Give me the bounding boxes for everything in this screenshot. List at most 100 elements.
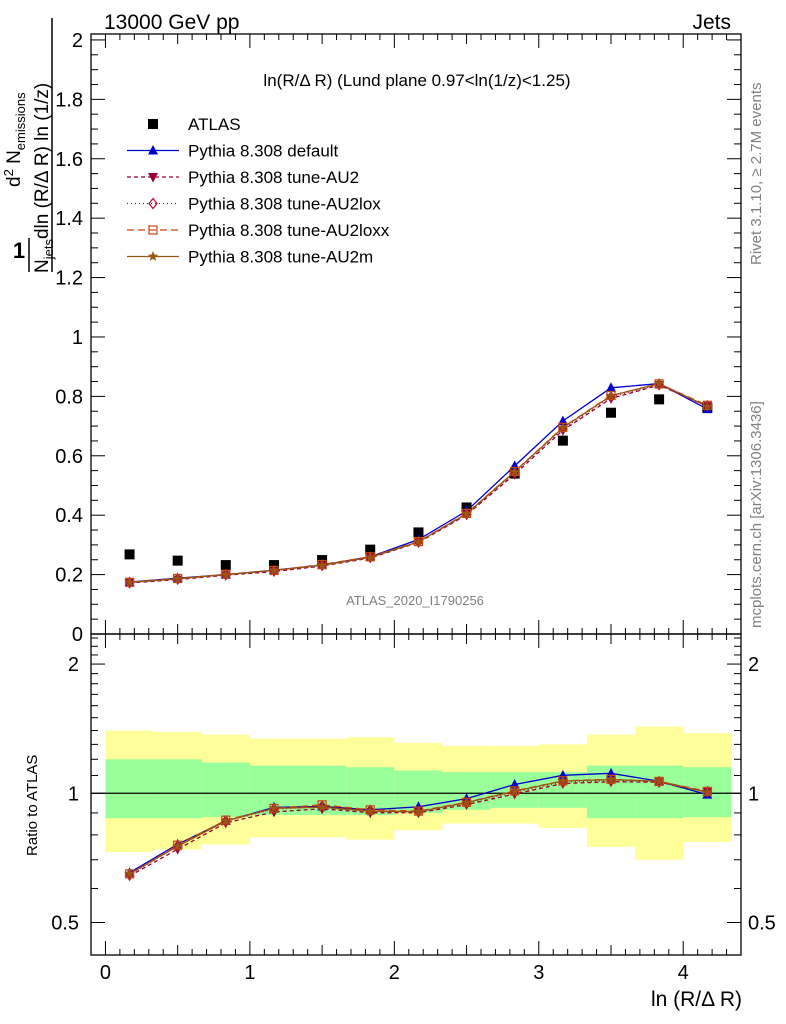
- atlas-point: [124, 549, 135, 560]
- mcplots-credit-label: mcplots.cern.ch [arXiv:1306.3436]: [748, 401, 765, 628]
- plot-title: ln(R/Δ R) (Lund plane 0.97<ln(1/z)<1.25): [263, 71, 570, 90]
- pythia-8-308-tune-au2lox-line: [129, 383, 708, 584]
- upper-y-axis-label: 1 Njetsdln (R/Δ R) ln (1/z) d2 Nemission…: [1, 18, 56, 273]
- ratio-y-tick-label-right: 0.5: [748, 912, 776, 934]
- analysis-watermark: ATLAS_2020_I1790256: [346, 593, 484, 608]
- lower-y-axis-label: Ratio to ATLAS: [24, 755, 41, 856]
- svg-text:1: 1: [13, 238, 25, 263]
- pythia-8-308-tune-au2m-ratio-point: [124, 868, 135, 879]
- stat-band: [635, 765, 684, 819]
- x-tick-label: 2: [389, 962, 400, 984]
- pythia-8-308-tune-au2lox-point: [317, 559, 327, 572]
- y-tick-label: 1.8: [55, 89, 83, 111]
- stat-band: [201, 762, 250, 818]
- pythia-8-308-tune-au2m-point: [124, 576, 135, 587]
- legend-label-pythia-8-308-tune-au2loxx: Pythia 8.308 tune-AU2loxx: [188, 221, 390, 240]
- y-tick-label: 0.2: [55, 565, 83, 587]
- ratio-y-tick-label-right: 2: [748, 654, 759, 676]
- y-tick-label: 0.6: [55, 446, 83, 468]
- ratio-panel: 0 1 2 3 4 0.5 0.5 1 1 2 2: [51, 633, 776, 984]
- pythia-8-308-tune-au2m-ratio-point: [413, 806, 424, 817]
- atlas-point: [606, 407, 616, 418]
- pythia-8-308-tune-au2m-point: [413, 536, 424, 547]
- legend-label-pythia-8-308-default: Pythia 8.308 default: [188, 142, 339, 161]
- pythia-8-308-tune-au2m-ratio-point: [220, 815, 231, 826]
- ratio-y-tick-label-left: 1: [68, 783, 79, 805]
- y-tick-label: 0.4: [55, 505, 83, 527]
- legend-label-atlas: ATLAS: [188, 115, 241, 134]
- y-tick-label: 1.2: [55, 268, 83, 290]
- legend-marker-pythia-8-308-tune-au2loxx: [148, 225, 158, 235]
- pythia-8-308-tune-au2m-ratio-point: [172, 840, 183, 851]
- pythia-8-308-tune-au2m-ratio-point: [268, 802, 280, 813]
- pythia-8-308-tune-au2m-point: [653, 378, 665, 389]
- rivet-version-label: Rivet 3.1.10, ≥ 2.7M events: [748, 83, 765, 266]
- atlas-point: [220, 560, 231, 571]
- pythia-8-308-tune-au2m-line: [129, 382, 708, 583]
- pythia-8-308-default-point: [606, 382, 616, 392]
- y-tick-label: 1: [72, 327, 83, 349]
- atlas-point: [413, 527, 424, 538]
- y-tick-label: 1.4: [55, 208, 83, 230]
- ratio-y-tick-label-left: 0.5: [51, 912, 79, 934]
- pythia-8-308-tune-au2m-ratio-point: [605, 774, 617, 785]
- pythia-8-308-tune-au2m-point: [316, 559, 328, 570]
- x-tick-label: 0: [100, 962, 111, 984]
- legend-label-pythia-8-308-tune-au2: Pythia 8.308 tune-AU2: [188, 168, 359, 187]
- pythia-8-308-default-ratio-point: [509, 779, 520, 789]
- lower-frame: [90, 633, 742, 956]
- pythia-8-308-default-line: [129, 382, 708, 583]
- pythia-8-308-tune-au2-line: [129, 384, 708, 584]
- header-energy: 13000 GeV pp: [104, 11, 239, 34]
- legend: ATLAS Pythia 8.308 default Pythia 8.308 tu…: [127, 115, 390, 267]
- y-tick-label: 0: [72, 624, 83, 646]
- pythia-8-308-tune-au2m-point: [220, 569, 231, 579]
- pythia-8-308-default-point: [557, 415, 568, 426]
- pythia-8-308-tune-au2lox-ratio-point: [702, 785, 713, 798]
- legend-marker-pythia-8-308-tune-au2m: [147, 251, 159, 261]
- legend-label-pythia-8-308-tune-au2lox: Pythia 8.308 tune-AU2lox: [188, 195, 381, 214]
- y-tick-label: 1.6: [55, 149, 83, 171]
- pythia-8-308-tune-au2-ratio-point: [557, 779, 568, 789]
- y-tick-label: 0.8: [55, 386, 83, 408]
- stat-band: [153, 759, 202, 819]
- x-tick-label: 1: [244, 962, 255, 984]
- pythia-8-308-tune-au2lox-ratio-point: [317, 800, 327, 813]
- x-tick-label: 4: [678, 962, 689, 984]
- header-process: Jets: [692, 11, 731, 34]
- legend-marker-atlas: [148, 119, 158, 129]
- pythia-8-308-tune-au2m-ratio-point: [509, 785, 520, 796]
- pythia-8-308-tune-au2m-point: [461, 508, 472, 519]
- legend-label-pythia-8-308-tune-au2m: Pythia 8.308 tune-AU2m: [188, 248, 373, 267]
- atlas-point: [654, 394, 665, 405]
- pythia-8-308-tune-au2m-ratio-point: [653, 775, 665, 786]
- pythia-8-308-tune-au2m-point: [365, 551, 376, 562]
- pythia-8-308-tune-au2m-point: [509, 466, 520, 477]
- pythia-8-308-tune-au2m-ratio-point: [365, 805, 376, 816]
- pythia-8-308-tune-au2m-point: [557, 422, 569, 432]
- legend-marker-pythia-8-308-tune-au2lox: [148, 197, 158, 210]
- x-tick-label: 3: [533, 962, 544, 984]
- stat-band: [105, 759, 154, 819]
- main-panel: 0 0.2 0.4 0.6 0.8 1 1.2 1.4 1.6 1.8 2: [55, 30, 742, 646]
- pythia-8-308-tune-au2lox-ratio-point: [365, 804, 375, 817]
- pythia-8-308-tune-au2lox-point: [365, 551, 375, 564]
- svg-text:d2 Nemissions: d2 Nemissions: [1, 92, 28, 187]
- legend-marker-pythia-8-308-tune-au2: [148, 173, 158, 183]
- atlas-point: [557, 435, 568, 446]
- pythia-8-308-tune-au2m-ratio-point: [702, 786, 713, 797]
- pythia-8-308-tune-au2-ratio-point: [606, 777, 616, 788]
- y-tick-label: 2: [72, 30, 83, 52]
- legend-marker-pythia-8-308-default: [148, 145, 158, 155]
- pythia-8-308-tune-au2m-ratio-point: [461, 797, 472, 808]
- pythia-8-308-tune-au2m-ratio-point: [316, 801, 328, 812]
- x-axis-label: ln (R/Δ R): [651, 988, 742, 1011]
- pythia-8-308-tune-au2m-ratio-point: [557, 775, 569, 786]
- atlas-point: [365, 544, 376, 555]
- atlas-point: [172, 555, 183, 566]
- pythia-8-308-tune-au2m-point: [702, 401, 713, 411]
- pythia-8-308-tune-au2loxx-line: [129, 383, 708, 583]
- ratio-y-tick-label-right: 1: [748, 783, 759, 805]
- pythia-8-308-tune-au2m-point: [172, 573, 183, 584]
